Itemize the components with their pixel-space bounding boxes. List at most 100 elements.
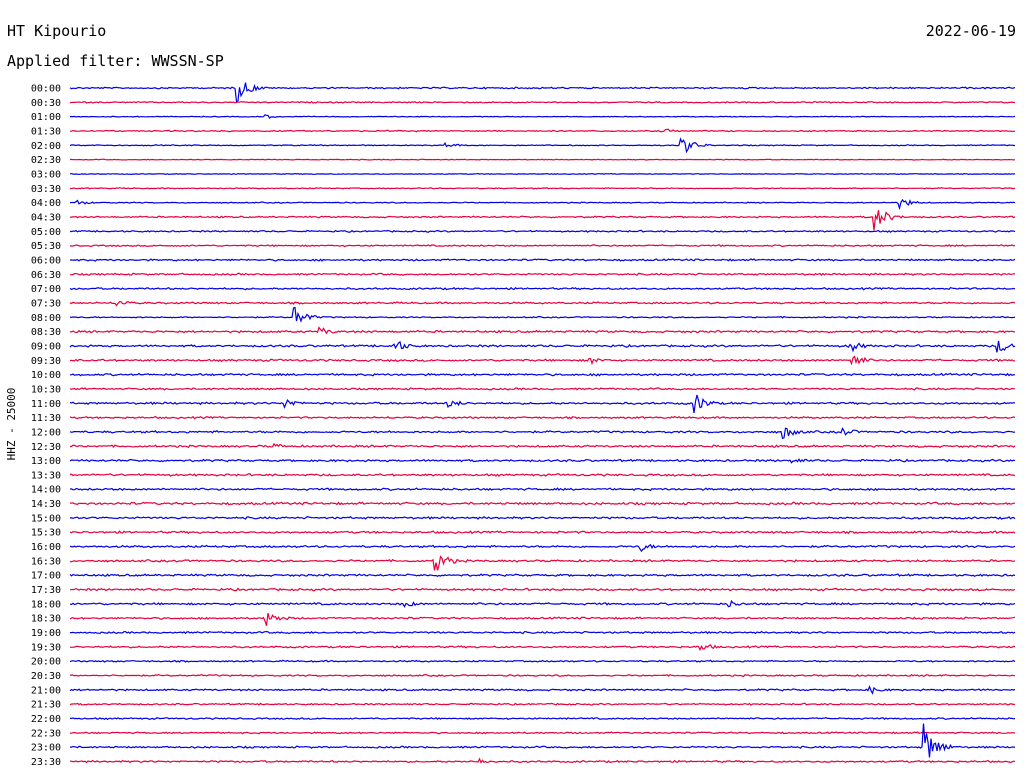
trace-line bbox=[70, 587, 1016, 592]
date-label: 2022-06-19 bbox=[926, 22, 1016, 40]
trace-line bbox=[69, 258, 1016, 262]
trace-line bbox=[69, 555, 1016, 571]
row-time-label: 14:00 bbox=[31, 485, 61, 496]
row-time-label: 08:00 bbox=[31, 313, 61, 324]
trace-line bbox=[69, 100, 1015, 104]
row-time-label: 05:30 bbox=[31, 241, 61, 252]
trace-line bbox=[70, 114, 1016, 119]
row-time-label: 15:30 bbox=[31, 528, 61, 539]
trace-line bbox=[69, 573, 1016, 578]
trace-line bbox=[69, 355, 1016, 366]
trace-line bbox=[70, 630, 1016, 635]
trace-line bbox=[69, 210, 1016, 231]
row-time-label: 22:30 bbox=[31, 728, 61, 739]
row-time-label: 13:30 bbox=[31, 470, 61, 481]
row-time-label: 06:00 bbox=[31, 255, 61, 266]
row-time-label: 07:30 bbox=[31, 298, 61, 309]
row-time-label: 11:00 bbox=[31, 399, 61, 410]
trace-line bbox=[69, 516, 1016, 520]
trace-line bbox=[69, 306, 1016, 323]
trace-line bbox=[69, 487, 1016, 492]
trace-line bbox=[70, 717, 1016, 721]
channel-label: HHZ - 25000 bbox=[5, 388, 18, 461]
row-time-label: 01:00 bbox=[31, 112, 61, 123]
row-time-label: 07:00 bbox=[31, 284, 61, 295]
row-time-label: 16:30 bbox=[31, 556, 61, 567]
row-time-label: 09:00 bbox=[31, 341, 61, 352]
trace-line bbox=[69, 326, 1015, 335]
trace-line bbox=[69, 702, 1016, 706]
row-time-label: 09:30 bbox=[31, 356, 61, 367]
filter-label: Applied filter: WWSSN-SP bbox=[7, 52, 224, 70]
row-time-label: 02:00 bbox=[31, 141, 61, 152]
trace-line bbox=[69, 128, 1016, 133]
trace-line bbox=[70, 723, 1015, 758]
row-time-label: 13:00 bbox=[31, 456, 61, 467]
row-time-label: 00:00 bbox=[31, 84, 61, 95]
trace-line bbox=[69, 272, 1016, 276]
trace-line bbox=[69, 543, 1016, 553]
row-time-label: 04:30 bbox=[31, 212, 61, 223]
trace-line bbox=[69, 731, 1016, 735]
row-time-label: 06:30 bbox=[31, 270, 61, 281]
row-time-label: 01:30 bbox=[31, 126, 61, 137]
row-time-label: 18:30 bbox=[31, 614, 61, 625]
trace-line bbox=[69, 501, 1015, 506]
trace-line bbox=[69, 243, 1016, 248]
trace-line bbox=[69, 387, 1016, 391]
trace-line bbox=[69, 394, 1016, 413]
row-time-label: 19:00 bbox=[31, 628, 61, 639]
row-time-label: 03:00 bbox=[31, 169, 61, 180]
trace-line bbox=[70, 229, 1016, 233]
row-time-label: 22:00 bbox=[31, 714, 61, 725]
row-time-label: 18:00 bbox=[31, 599, 61, 610]
trace-line bbox=[69, 659, 1016, 663]
trace-line bbox=[69, 82, 1016, 103]
row-time-label: 08:30 bbox=[31, 327, 61, 338]
trace-line bbox=[69, 137, 1016, 154]
trace-line bbox=[69, 300, 1016, 307]
row-time-label: 02:30 bbox=[31, 155, 61, 166]
row-time-label: 21:30 bbox=[31, 700, 61, 711]
trace-line bbox=[69, 340, 1016, 353]
row-time-label: 04:00 bbox=[31, 198, 61, 209]
trace-line bbox=[69, 442, 1016, 449]
row-time-label: 15:00 bbox=[31, 513, 61, 524]
trace-line bbox=[69, 415, 1016, 420]
row-time-label: 12:00 bbox=[31, 427, 61, 438]
trace-rows: 00:00 00:30 01:00 01:30 02:00 02:30 03:00 03:30… bbox=[31, 82, 1016, 768]
station-title: HT Kipourio bbox=[7, 22, 106, 40]
trace-line bbox=[69, 458, 1016, 464]
trace-line bbox=[70, 172, 1016, 176]
row-time-label: 17:00 bbox=[31, 571, 61, 582]
row-time-label: 05:00 bbox=[31, 227, 61, 238]
row-time-label: 12:30 bbox=[31, 442, 61, 453]
trace-line bbox=[69, 158, 1016, 161]
trace-line bbox=[69, 644, 1016, 652]
row-time-label: 23:30 bbox=[31, 757, 61, 768]
trace-line bbox=[69, 685, 1016, 695]
trace-line bbox=[69, 427, 1016, 440]
row-time-label: 19:30 bbox=[31, 642, 61, 653]
row-time-label: 20:00 bbox=[31, 657, 61, 668]
row-time-label: 17:30 bbox=[31, 585, 61, 596]
row-time-label: 03:30 bbox=[31, 184, 61, 195]
trace-line bbox=[69, 187, 1016, 190]
row-time-label: 20:30 bbox=[31, 671, 61, 682]
trace-line bbox=[69, 473, 1016, 477]
row-time-label: 21:00 bbox=[31, 685, 61, 696]
trace-line bbox=[69, 599, 1016, 608]
row-time-label: 11:30 bbox=[31, 413, 61, 424]
row-time-label: 14:30 bbox=[31, 499, 61, 510]
trace-line bbox=[69, 530, 1016, 535]
trace-line bbox=[69, 286, 1016, 291]
trace-line bbox=[70, 757, 1016, 764]
row-time-label: 10:30 bbox=[31, 384, 61, 395]
trace-line bbox=[69, 198, 1016, 211]
trace-line bbox=[69, 673, 1016, 678]
row-time-label: 10:00 bbox=[31, 370, 61, 381]
row-time-label: 23:00 bbox=[31, 743, 61, 754]
trace-line bbox=[69, 372, 1016, 377]
row-time-label: 16:00 bbox=[31, 542, 61, 553]
